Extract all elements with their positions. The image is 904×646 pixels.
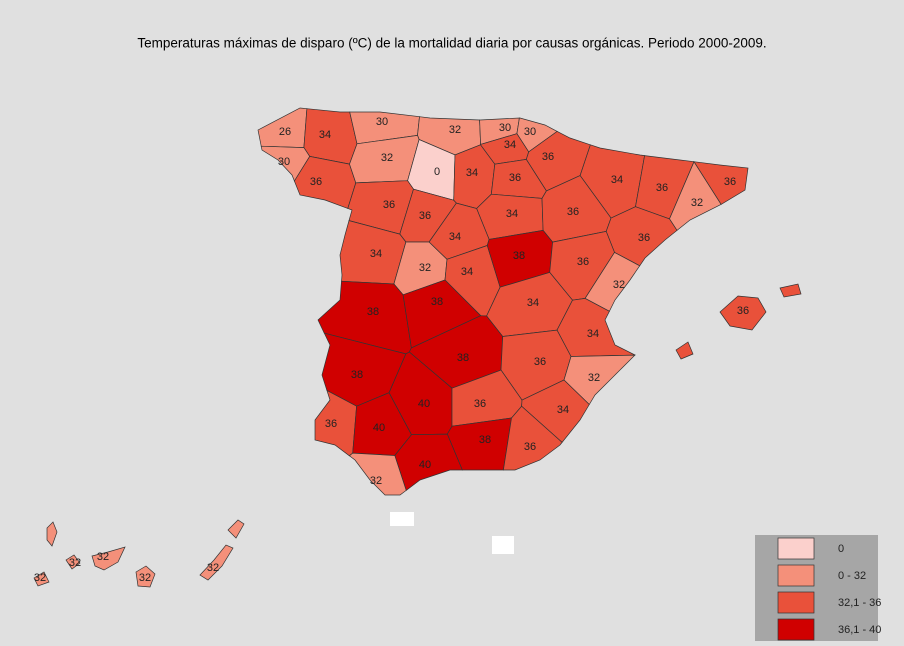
- province-label: 30: [376, 116, 388, 128]
- province-label: 32: [207, 562, 219, 574]
- province-label: 36: [638, 232, 650, 244]
- province-label: 32: [381, 152, 393, 164]
- province-label: 38: [457, 352, 469, 364]
- province-label: 30: [524, 126, 536, 138]
- province-label: 32: [449, 124, 461, 136]
- province: [502, 405, 563, 471]
- island: [719, 295, 767, 331]
- province-label: 36: [474, 398, 486, 410]
- province-label: 34: [370, 248, 382, 260]
- province-label: 36: [577, 256, 589, 268]
- province-label: 30: [499, 122, 511, 134]
- province-label: 36: [724, 176, 736, 188]
- province-label: 26: [279, 126, 291, 138]
- province-label: 34: [466, 167, 478, 179]
- province-label: 34: [527, 297, 539, 309]
- province-label: 36: [325, 418, 337, 430]
- province-label: 32: [419, 262, 431, 274]
- province-label: 38: [479, 434, 491, 446]
- legend-swatch: [777, 564, 815, 587]
- island: [675, 341, 694, 360]
- province-label: 32: [691, 197, 703, 209]
- legend: 0 0 - 32 32,1 - 36 36,1 - 40: [777, 537, 881, 641]
- province-label: 32: [69, 557, 81, 569]
- province-label: 32: [97, 551, 109, 563]
- province-label: 40: [373, 422, 385, 434]
- province-label: 32: [588, 372, 600, 384]
- province-label: 38: [351, 369, 363, 381]
- province: [260, 145, 311, 182]
- province-label: 38: [513, 250, 525, 262]
- legend-label: 36,1 - 40: [838, 624, 881, 636]
- province-label: 30: [278, 156, 290, 168]
- regions: 26 34 30 36 30 32 30 30 34 36 32 0 34 36 34 36 36 32 36 36 3…: [33, 107, 802, 588]
- map-title: Temperaturas máximas de disparo (ºC) de …: [137, 36, 766, 51]
- melilla: [492, 536, 514, 554]
- province-label: 36: [534, 356, 546, 368]
- island: [65, 554, 81, 570]
- island: [33, 571, 50, 587]
- legend-box: [755, 535, 878, 641]
- province-label: 36: [419, 210, 431, 222]
- province-label: 40: [418, 398, 430, 410]
- province-label: 36: [567, 206, 579, 218]
- island: [227, 519, 245, 539]
- island: [199, 544, 234, 581]
- island: [46, 521, 58, 547]
- legend-swatch: [777, 537, 815, 560]
- island: [91, 546, 126, 571]
- legend-swatch: [777, 618, 815, 641]
- province-label: 32: [139, 572, 151, 584]
- island: [135, 565, 156, 588]
- province-label: 36: [737, 305, 749, 317]
- ceuta: [390, 512, 414, 526]
- legend-label: 32,1 - 36: [838, 597, 881, 609]
- province-label: 32: [370, 475, 382, 487]
- province-label: 34: [461, 266, 473, 278]
- province-label: 34: [557, 404, 569, 416]
- province-label: 0: [434, 166, 440, 178]
- province-label: 40: [419, 459, 431, 471]
- province-label: 34: [504, 139, 516, 151]
- province: [348, 452, 407, 496]
- province-label: 34: [506, 208, 518, 220]
- province-label: 38: [431, 296, 443, 308]
- province-label: 32: [34, 572, 46, 584]
- province-label: 36: [383, 199, 395, 211]
- province-label: 36: [656, 182, 668, 194]
- province-label: 34: [319, 129, 331, 141]
- province-label: 38: [367, 306, 379, 318]
- province-label: 36: [509, 172, 521, 184]
- island: [779, 283, 802, 298]
- legend-swatch: [777, 591, 815, 614]
- province-label: 32: [613, 279, 625, 291]
- province-label: 34: [587, 328, 599, 340]
- province-label: 34: [449, 231, 461, 243]
- legend-label: 0 - 32: [838, 570, 866, 582]
- province-label: 36: [524, 441, 536, 453]
- province-label: 34: [611, 174, 623, 186]
- province-label: 36: [310, 176, 322, 188]
- province-label: 36: [542, 151, 554, 163]
- legend-label: 0: [838, 543, 844, 555]
